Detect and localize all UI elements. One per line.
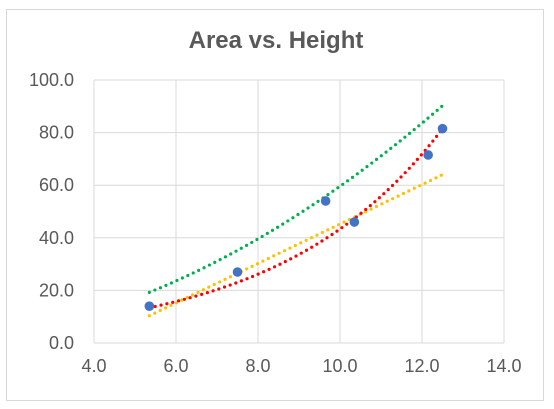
y-tick-label: 40.0 xyxy=(39,228,74,248)
exponential-trendline xyxy=(147,127,445,310)
x-tick-label: 4.0 xyxy=(81,356,106,376)
polynomial-trendline xyxy=(147,104,445,294)
data-point xyxy=(423,150,433,160)
data-point xyxy=(437,123,448,134)
y-tick-label: 100.0 xyxy=(29,70,74,90)
data-point xyxy=(320,196,331,206)
chart-frame xyxy=(6,9,544,401)
y-tick-label: 60.0 xyxy=(39,175,74,195)
data-point xyxy=(349,217,360,227)
y-tick-label: 20.0 xyxy=(39,280,74,300)
chart-title: Area vs. Height xyxy=(189,27,364,54)
linear-trendline xyxy=(147,173,445,318)
y-tick-label: 80.0 xyxy=(39,123,74,143)
x-tick-label: 12.0 xyxy=(404,356,439,376)
data-points xyxy=(144,123,448,311)
y-tick-label: 0.0 xyxy=(49,333,74,353)
grid-lines xyxy=(93,79,505,344)
x-tick-label: 8.0 xyxy=(245,356,270,376)
x-tick-label: 10.0 xyxy=(322,356,357,376)
x-tick-label: 14.0 xyxy=(486,356,521,376)
data-point xyxy=(144,301,155,311)
trendlines xyxy=(147,104,445,318)
axis-labels: 4.0 6.0 8.0 10.0 12.0 14.0 0.0 20.0 40.0 60.0 80.0… xyxy=(29,70,522,376)
x-tick-label: 6.0 xyxy=(163,356,188,376)
data-point xyxy=(232,267,243,277)
